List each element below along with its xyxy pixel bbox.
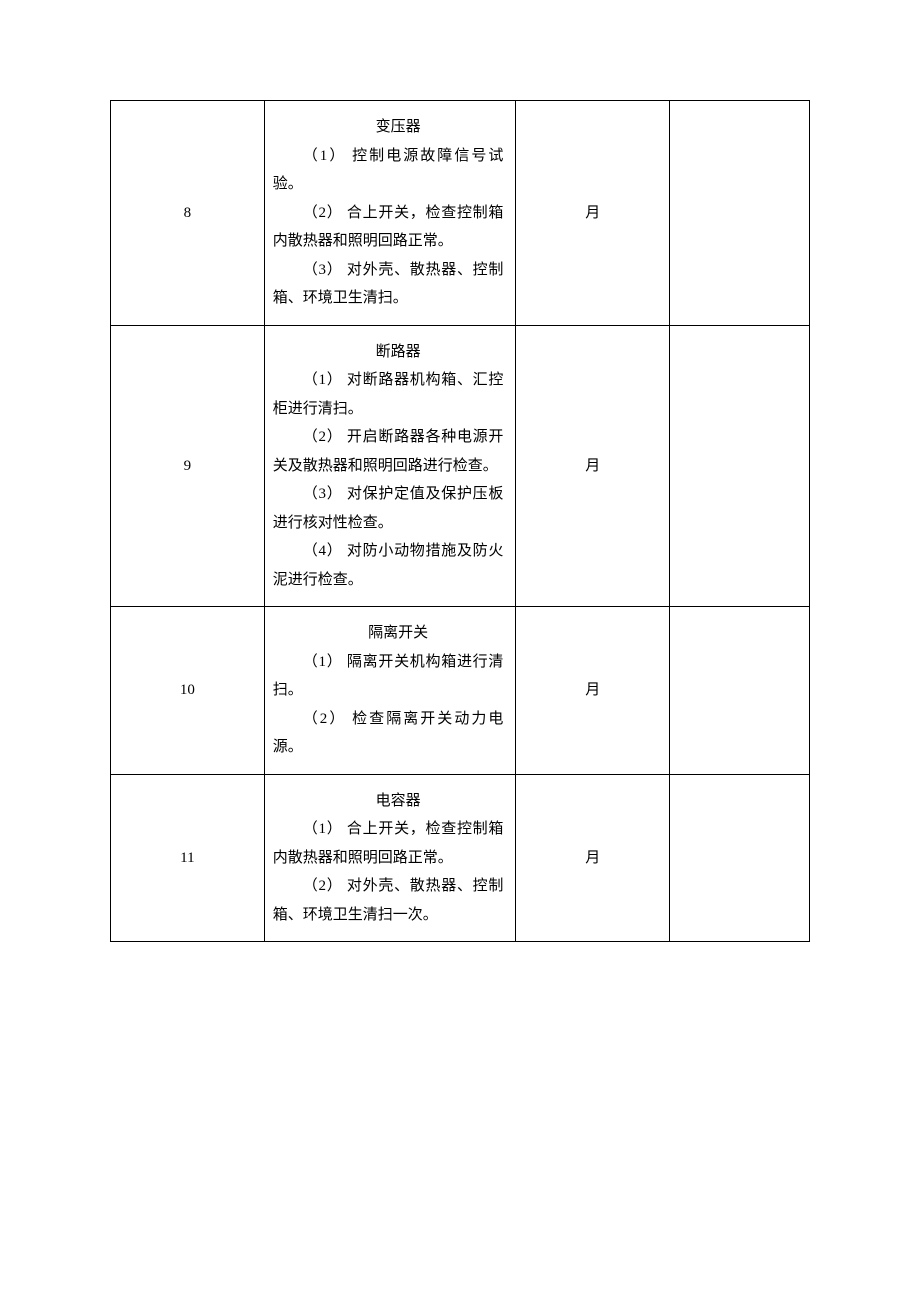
content-title: 变压器	[273, 113, 508, 142]
content-item: （4） 对防小动物措施及防火泥进行检查。	[273, 537, 508, 594]
period-value: 月	[585, 205, 600, 221]
content-item: （1） 控制电源故障信号试验。	[273, 142, 508, 199]
content-cell: 隔离开关 （1） 隔离开关机构箱进行清扫。 （2） 检查隔离开关动力电源。	[264, 607, 516, 775]
table-row: 11 电容器 （1） 合上开关，检查控制箱内散热器和照明回路正常。 （2） 对外…	[111, 774, 810, 942]
row-number-cell: 9	[111, 325, 265, 607]
period-cell: 月	[516, 607, 670, 775]
row-number: 8	[184, 205, 192, 221]
content-item: （2） 对外壳、散热器、控制箱、环境卫生清扫一次。	[273, 872, 508, 929]
row-number: 11	[180, 850, 194, 866]
empty-cell	[670, 325, 810, 607]
content-cell: 电容器 （1） 合上开关，检查控制箱内散热器和照明回路正常。 （2） 对外壳、散…	[264, 774, 516, 942]
content-cell: 变压器 （1） 控制电源故障信号试验。 （2） 合上开关，检查控制箱内散热器和照…	[264, 101, 516, 326]
empty-cell	[670, 101, 810, 326]
row-number-cell: 11	[111, 774, 265, 942]
empty-cell	[670, 607, 810, 775]
page-container: 8 变压器 （1） 控制电源故障信号试验。 （2） 合上开关，检查控制箱内散热器…	[110, 100, 810, 942]
content-title: 电容器	[273, 787, 508, 816]
period-cell: 月	[516, 325, 670, 607]
content-item: （3） 对外壳、散热器、控制箱、环境卫生清扫。	[273, 256, 508, 313]
content-title: 断路器	[273, 338, 508, 367]
content-cell: 断路器 （1） 对断路器机构箱、汇控柜进行清扫。 （2） 开启断路器各种电源开关…	[264, 325, 516, 607]
table-row: 10 隔离开关 （1） 隔离开关机构箱进行清扫。 （2） 检查隔离开关动力电源。…	[111, 607, 810, 775]
content-title: 隔离开关	[273, 619, 508, 648]
period-value: 月	[585, 682, 600, 698]
maintenance-table: 8 变压器 （1） 控制电源故障信号试验。 （2） 合上开关，检查控制箱内散热器…	[110, 100, 810, 942]
content-item: （2） 检查隔离开关动力电源。	[273, 705, 508, 762]
row-number: 9	[184, 458, 192, 474]
period-cell: 月	[516, 774, 670, 942]
table-row: 8 变压器 （1） 控制电源故障信号试验。 （2） 合上开关，检查控制箱内散热器…	[111, 101, 810, 326]
table-body: 8 变压器 （1） 控制电源故障信号试验。 （2） 合上开关，检查控制箱内散热器…	[111, 101, 810, 942]
content-item: （3） 对保护定值及保护压板进行核对性检查。	[273, 480, 508, 537]
content-item: （1） 隔离开关机构箱进行清扫。	[273, 648, 508, 705]
empty-cell	[670, 774, 810, 942]
row-number-cell: 8	[111, 101, 265, 326]
content-item: （1） 对断路器机构箱、汇控柜进行清扫。	[273, 366, 508, 423]
period-value: 月	[585, 458, 600, 474]
period-value: 月	[585, 850, 600, 866]
row-number-cell: 10	[111, 607, 265, 775]
row-number: 10	[180, 682, 195, 698]
content-item: （2） 开启断路器各种电源开关及散热器和照明回路进行检查。	[273, 423, 508, 480]
period-cell: 月	[516, 101, 670, 326]
content-item: （1） 合上开关，检查控制箱内散热器和照明回路正常。	[273, 815, 508, 872]
table-row: 9 断路器 （1） 对断路器机构箱、汇控柜进行清扫。 （2） 开启断路器各种电源…	[111, 325, 810, 607]
content-item: （2） 合上开关，检查控制箱内散热器和照明回路正常。	[273, 199, 508, 256]
